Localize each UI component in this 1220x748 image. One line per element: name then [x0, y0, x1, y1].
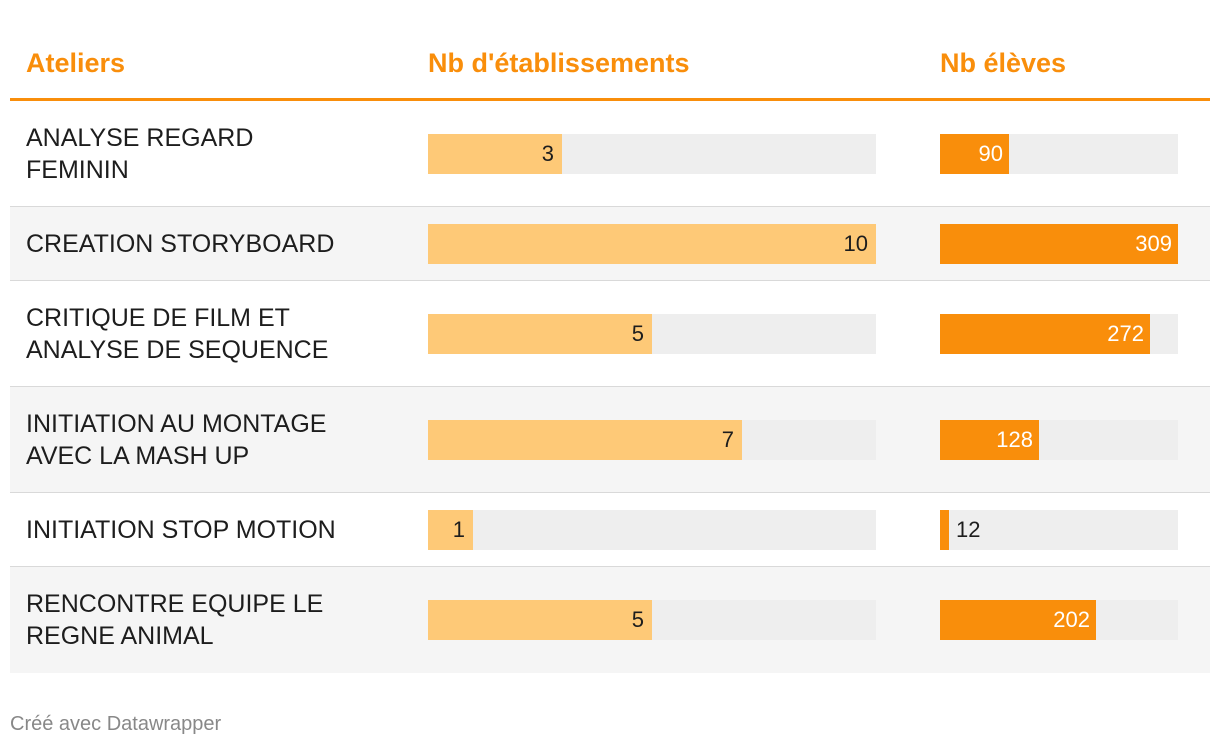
etablissements-bar-track: 10: [428, 224, 876, 264]
atelier-label-line: RENCONTRE EQUIPE LE: [26, 590, 324, 618]
atelier-label-line: REGNE ANIMAL: [26, 622, 214, 650]
eleves-bar-track: 12: [940, 510, 1178, 550]
eleves-bar: [940, 224, 1178, 264]
atelier-label-line: INITIATION AU MONTAGE: [26, 410, 327, 438]
etablissements-bar: [428, 600, 652, 640]
header-ateliers[interactable]: Ateliers: [26, 48, 126, 78]
etablissements-value: 3: [541, 141, 554, 166]
header-etablissements[interactable]: Nb d'établissements: [428, 48, 690, 78]
table-row: RENCONTRE EQUIPE LE REGNE ANIMAL 5 202: [10, 567, 1210, 673]
eleves-value: 90: [978, 141, 1003, 166]
etablissements-value: 1: [452, 517, 465, 542]
atelier-label: RENCONTRE EQUIPE LE REGNE ANIMAL: [26, 588, 323, 652]
etablissements-bar-track: 7: [428, 420, 876, 460]
header-eleves[interactable]: Nb élèves: [940, 48, 1067, 78]
eleves-bar: [940, 510, 949, 550]
table-row: ANALYSE REGARD FEMININ 3 90: [10, 101, 1210, 207]
atelier-label-line: ANALYSE REGARD: [26, 124, 254, 152]
eleves-bar: [940, 600, 1096, 640]
eleves-value: 309: [1135, 231, 1172, 256]
atelier-label: CRITIQUE DE FILM ET ANALYSE DE SEQUENCE: [26, 302, 328, 366]
etablissements-bar: [428, 510, 473, 550]
eleves-bar: [940, 314, 1150, 354]
atelier-label: INITIATION AU MONTAGE AVEC LA MASH UP: [26, 408, 326, 472]
eleves-bar-track: 128: [940, 420, 1178, 460]
atelier-label-line: CRITIQUE DE FILM ET: [26, 304, 290, 332]
eleves-bar-track: 272: [940, 314, 1178, 354]
etablissements-value: 5: [631, 321, 644, 346]
eleves-bar: [940, 134, 1009, 174]
table-row: INITIATION STOP MOTION 1 12: [10, 493, 1210, 567]
eleves-bar-track: 309: [940, 224, 1178, 264]
atelier-label-line: ANALYSE DE SEQUENCE: [26, 336, 329, 364]
etablissements-bar: [428, 420, 742, 460]
eleves-value: 202: [1053, 607, 1090, 632]
eleves-value: 12: [956, 517, 981, 542]
table-header: Ateliers Nb d'établissements Nb élèves: [10, 0, 1210, 101]
eleves-value: 272: [1107, 321, 1144, 346]
etablissements-bar: [428, 314, 652, 354]
etablissements-value: 7: [721, 427, 734, 452]
atelier-label: ANALYSE REGARD FEMININ: [26, 122, 253, 186]
table-row: CRITIQUE DE FILM ET ANALYSE DE SEQUENCE 5 2…: [10, 281, 1210, 387]
eleves-value: 128: [996, 427, 1033, 452]
eleves-bar: [940, 420, 1039, 460]
etablissements-bar: [428, 134, 562, 174]
etablissements-value: 10: [843, 231, 868, 256]
etablissements-value: 5: [631, 607, 644, 632]
atelier-label: CREATION STORYBOARD: [26, 228, 334, 260]
data-table: Ateliers Nb d'établissements Nb élèves A…: [10, 0, 1210, 673]
atelier-label-line: FEMININ: [26, 156, 129, 184]
table-row: CREATION STORYBOARD 10 309: [10, 207, 1210, 281]
atelier-label-line: AVEC LA MASH UP: [26, 442, 250, 470]
etablissements-bar-track: 1: [428, 510, 876, 550]
table-row: INITIATION AU MONTAGE AVEC LA MASH UP 7 128: [10, 387, 1210, 493]
eleves-bar-track: 90: [940, 134, 1178, 174]
etablissements-bar-track: 5: [428, 600, 876, 640]
eleves-bar-track: 202: [940, 600, 1178, 640]
etablissements-bar-track: 3: [428, 134, 876, 174]
datawrapper-credit[interactable]: Créé avec Datawrapper: [10, 713, 222, 735]
atelier-label-line: INITIATION STOP MOTION: [26, 516, 336, 544]
atelier-label-line: CREATION STORYBOARD: [26, 230, 335, 258]
etablissements-bar-track: 5: [428, 314, 876, 354]
table-body: ANALYSE REGARD FEMININ 3 90 CREATION STORYBO…: [10, 101, 1210, 673]
etablissements-bar: [428, 224, 876, 264]
atelier-label: INITIATION STOP MOTION: [26, 514, 336, 546]
